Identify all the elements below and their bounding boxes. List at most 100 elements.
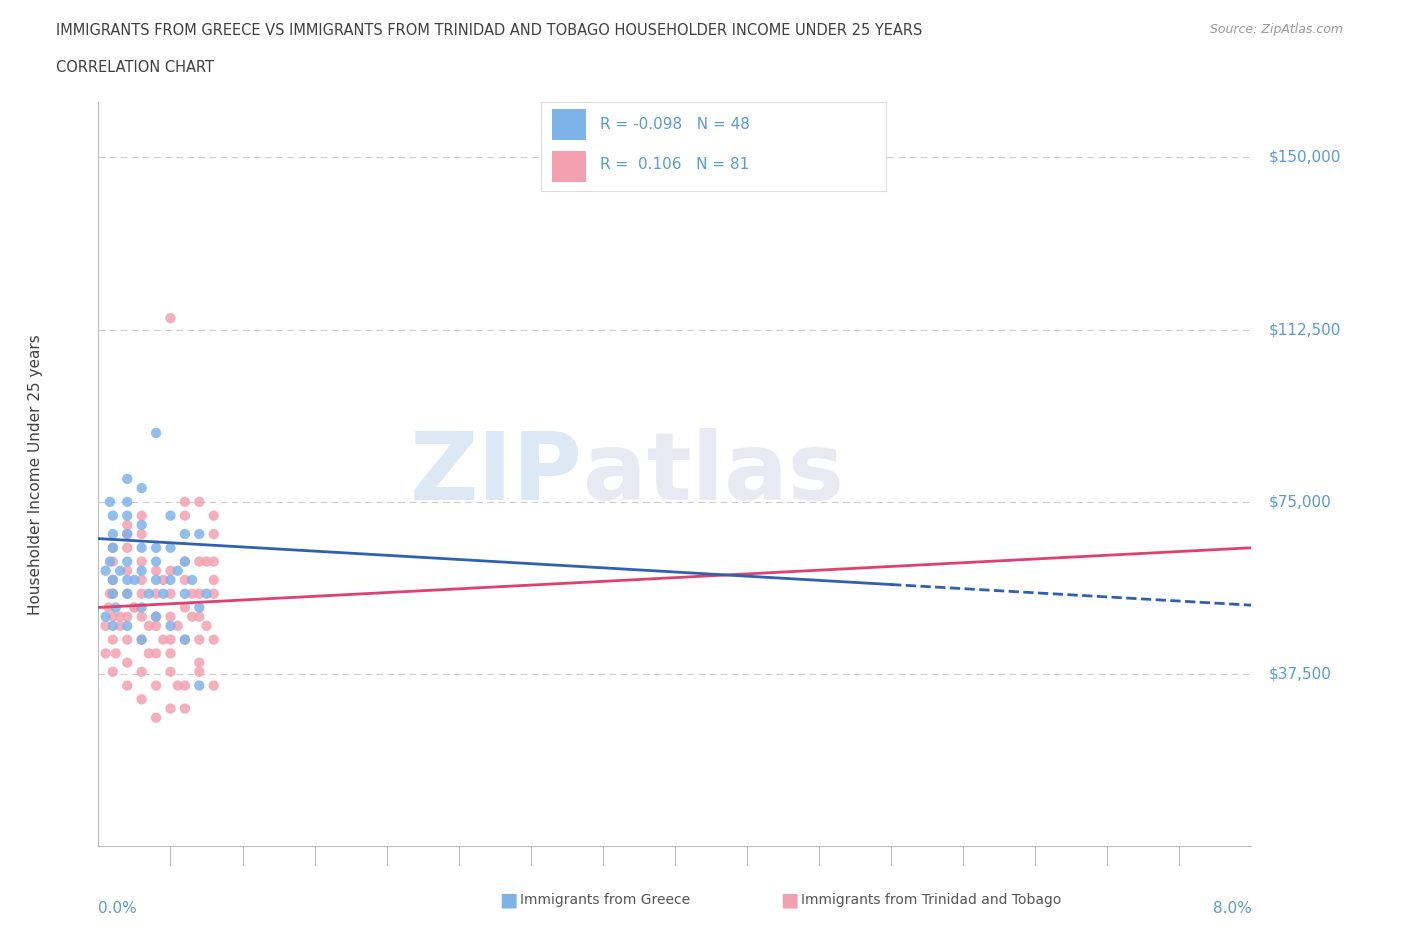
Point [159,664,181,679]
Text: CORRELATION CHART: CORRELATION CHART [56,60,214,75]
Point [166,564,188,578]
Point [145,573,167,588]
Point [131,664,153,679]
Point [202,573,225,588]
Point [131,632,153,647]
Point [174,600,197,615]
Point [101,586,124,601]
Point [145,609,167,624]
Point [145,564,167,578]
Point [101,526,124,541]
Point [131,540,153,555]
Point [159,586,181,601]
Point [131,600,153,615]
Point [108,618,131,633]
Point [202,632,225,647]
Point [174,632,197,647]
Point [131,526,153,541]
Point [131,508,153,523]
Text: ZIP: ZIP [409,429,582,520]
Point [145,426,167,441]
Point [202,678,225,693]
Point [124,600,146,615]
Point [117,517,138,532]
Text: Immigrants from Trinidad and Tobago: Immigrants from Trinidad and Tobago [801,893,1062,908]
Text: R = -0.098   N = 48: R = -0.098 N = 48 [600,117,749,132]
Point [101,540,124,555]
Point [145,618,167,633]
Point [145,540,167,555]
Point [131,554,153,569]
Point [181,586,204,601]
Point [131,632,153,647]
Point [101,508,124,523]
Point [98,495,121,510]
Point [101,664,124,679]
Point [97,600,120,615]
Point [138,618,160,633]
Point [174,554,197,569]
Point [159,632,181,647]
Bar [551,151,586,182]
Point [152,586,174,601]
Point [101,573,124,588]
Point [145,554,167,569]
Point [131,573,153,588]
Point [159,646,181,661]
Text: R =  0.106   N = 81: R = 0.106 N = 81 [600,157,749,172]
Point [131,564,153,578]
Point [174,495,197,510]
Point [159,564,181,578]
Text: atlas: atlas [582,429,844,520]
Point [188,586,211,601]
Text: $75,000: $75,000 [1268,495,1331,510]
Point [124,600,146,615]
Point [195,554,218,569]
Bar [551,110,586,140]
Point [152,632,174,647]
Point [188,609,211,624]
Point [181,573,204,588]
Point [145,609,167,624]
Text: 8.0%: 8.0% [1212,901,1251,916]
Point [108,609,131,624]
Point [174,632,197,647]
Point [98,586,121,601]
Text: ■: ■ [499,891,517,910]
Point [174,508,197,523]
Point [101,618,124,633]
Point [101,632,124,647]
Point [145,586,167,601]
Text: $150,000: $150,000 [1268,150,1341,165]
Point [159,701,181,716]
Point [94,646,117,661]
Point [174,526,197,541]
Point [117,472,138,486]
Text: Householder Income Under 25 years: Householder Income Under 25 years [28,334,42,615]
Point [174,701,197,716]
Text: IMMIGRANTS FROM GREECE VS IMMIGRANTS FROM TRINIDAD AND TOBAGO HOUSEHOLDER INCOME: IMMIGRANTS FROM GREECE VS IMMIGRANTS FRO… [56,23,922,38]
Point [202,526,225,541]
Point [188,678,211,693]
Point [145,646,167,661]
Point [94,564,117,578]
Point [131,609,153,624]
Point [188,554,211,569]
Point [145,678,167,693]
Point [188,600,211,615]
Point [188,632,211,647]
Point [108,564,131,578]
Point [166,618,188,633]
Point [174,678,197,693]
Point [124,573,146,588]
Point [101,573,124,588]
Text: Immigrants from Greece: Immigrants from Greece [520,893,690,908]
Point [101,609,124,624]
Point [181,609,204,624]
Point [117,618,138,633]
Point [195,586,218,601]
Point [117,495,138,510]
Point [138,586,160,601]
Point [117,632,138,647]
Point [159,540,181,555]
